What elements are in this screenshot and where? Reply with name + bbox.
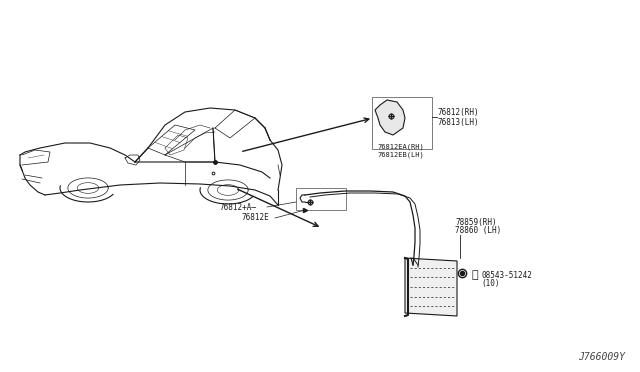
Polygon shape (405, 258, 457, 316)
Text: J766009Y: J766009Y (578, 352, 625, 362)
Polygon shape (375, 100, 405, 135)
Text: 76812(RH): 76812(RH) (437, 108, 479, 116)
Text: 76812+A—: 76812+A— (220, 202, 257, 212)
Text: 78860 (LH): 78860 (LH) (455, 227, 501, 235)
Bar (372, 97, 432, 149)
Text: 08543-51242: 08543-51242 (481, 271, 532, 280)
Text: 76812E: 76812E (242, 214, 269, 222)
Text: 76812EA(RH): 76812EA(RH) (377, 144, 424, 151)
Text: Ⓢ: Ⓢ (472, 270, 479, 280)
Text: 78859(RH): 78859(RH) (455, 218, 497, 227)
Text: 76812EB(LH): 76812EB(LH) (377, 152, 424, 158)
Text: 76813(LH): 76813(LH) (437, 118, 479, 126)
Text: (10): (10) (481, 279, 499, 288)
Bar (296, 188, 346, 210)
